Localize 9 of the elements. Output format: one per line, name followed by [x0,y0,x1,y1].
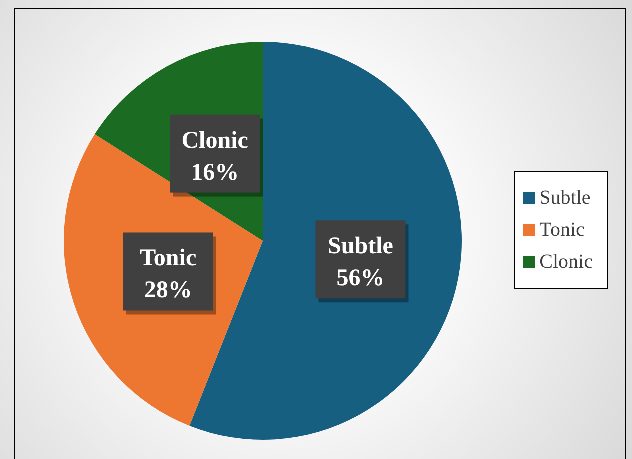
slice-label: Subtle [328,234,394,260]
slice-label: Tonic [140,246,197,272]
data-label: 28% [144,278,192,304]
legend-label: Subtle [540,186,591,210]
legend-label: Clonic [540,250,593,274]
data-label: 56% [336,266,385,292]
legend-label: Tonic [540,218,585,242]
data-label: 16% [191,160,240,186]
slice-label: Clonic [182,128,249,154]
